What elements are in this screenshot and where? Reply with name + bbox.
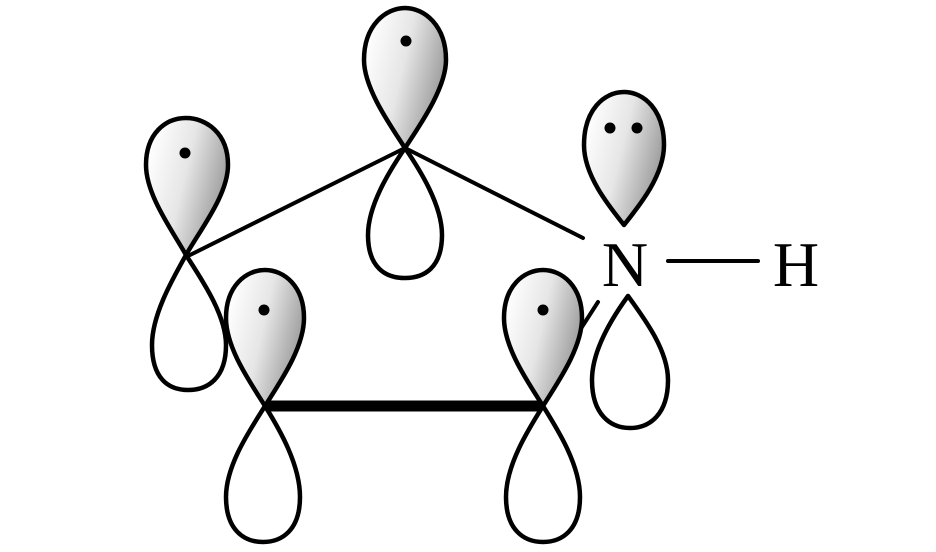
- electron-dot: [179, 147, 191, 159]
- p-orbital-left-upper-carbon: [143, 115, 231, 393]
- lower-lobe: [149, 252, 229, 393]
- bond-top-nitrogen: [403, 146, 585, 240]
- lower-lobe: [223, 403, 303, 545]
- electron-dot: [537, 304, 549, 316]
- upper-lobe-shaded: [581, 89, 667, 228]
- p-orbital-nitrogen: [581, 89, 671, 431]
- upper-lobe-shaded: [361, 5, 449, 151]
- lower-lobe: [503, 403, 583, 545]
- lone-pair-dot-right: [631, 122, 643, 134]
- lower-lobe: [365, 145, 445, 281]
- lower-lobe: [589, 293, 671, 431]
- bond-top-left: [188, 146, 407, 257]
- electron-dot: [258, 304, 270, 316]
- upper-lobe-shaded: [223, 267, 307, 409]
- upper-lobe-shaded: [501, 267, 585, 409]
- electron-dot: [400, 35, 412, 47]
- lone-pair-dot-left: [604, 122, 616, 134]
- upper-lobe-shaded: [143, 115, 231, 258]
- p-orbital-top-carbon: [361, 5, 449, 281]
- p-orbital-right-lower-carbon: [501, 267, 585, 545]
- nitrogen-label: N: [602, 229, 648, 300]
- p-orbital-left-lower-carbon: [223, 267, 307, 545]
- hydrogen-label: H: [773, 229, 819, 300]
